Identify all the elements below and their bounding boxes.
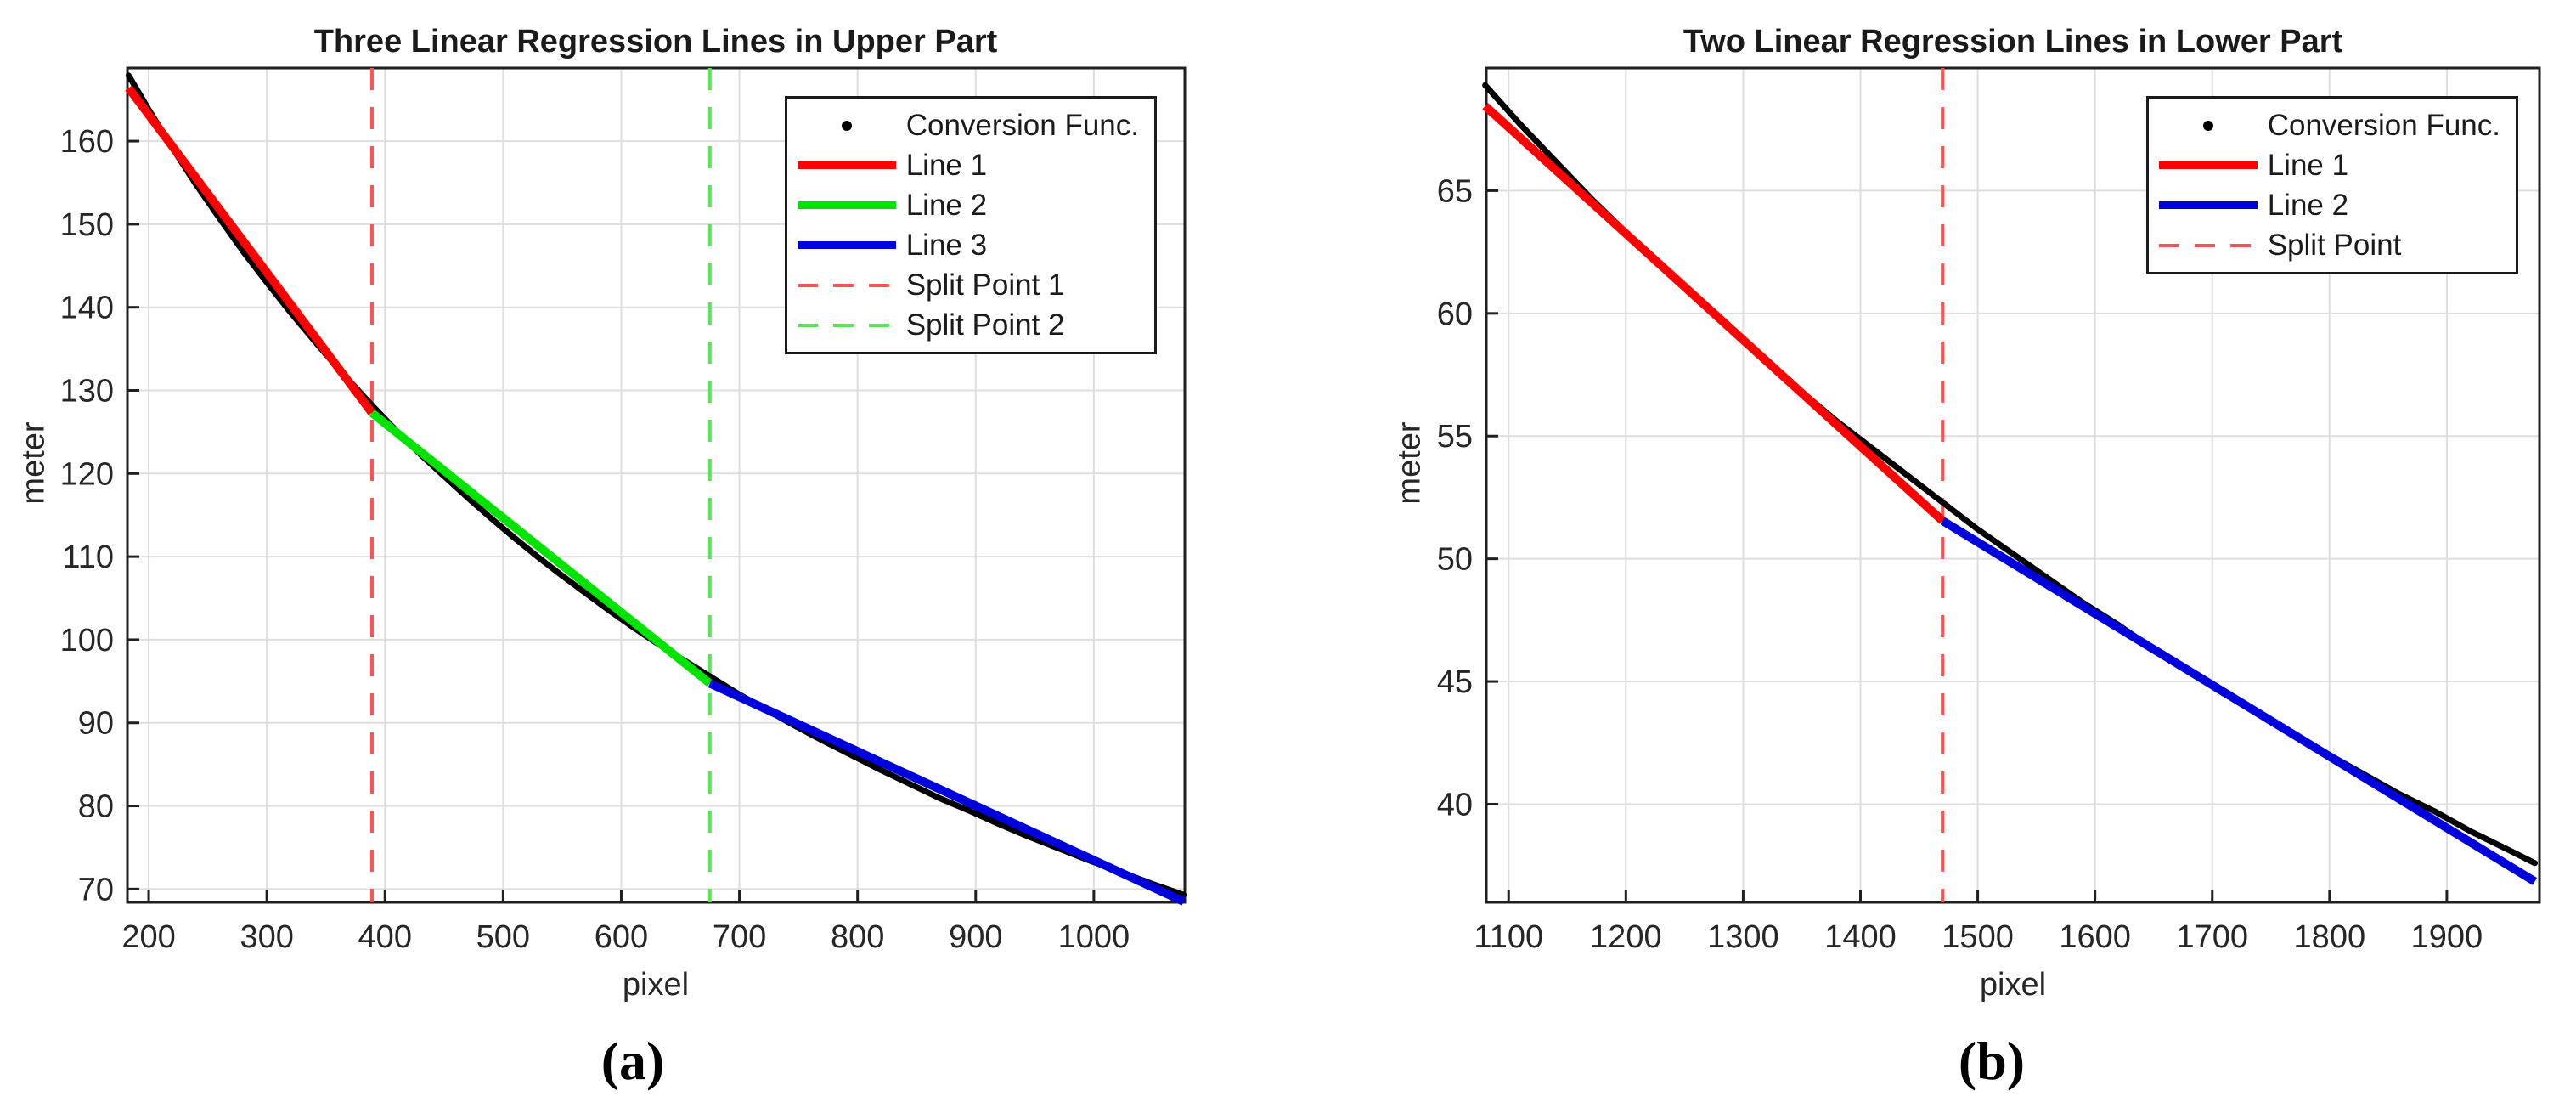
x-tick-label: 1000 [1058,919,1130,955]
legend-marker [797,241,896,249]
y-tick-label: 45 [1437,664,1473,700]
subfigure-a-caption: (a) [600,1031,665,1091]
legend-label: Split Point 1 [905,268,1065,302]
legend-row: Split Point [2158,225,2500,265]
legend-marker [2158,243,2258,247]
x-tick-label: 900 [949,919,1002,955]
chart-b-xaxis-label: pixel [1979,967,2047,1003]
legend-label: Line 1 [905,148,988,182]
legend-marker [841,120,852,131]
chart-b-yaxis-label: meter [1391,421,1428,505]
y-tick-label: 65 [1437,173,1473,209]
x-tick-label: 1900 [2411,919,2483,955]
regression-line-1 [1482,103,1946,524]
legend-dot-marker-icon [2159,120,2258,131]
y-tick-label: 55 [1437,419,1473,455]
legend-label: Conversion Func. [2267,108,2500,142]
y-tick-label: 70 [78,872,114,907]
legend-label: Line 1 [2267,148,2349,182]
x-tick-label: 1500 [1942,919,2014,955]
x-tick-label: 500 [476,919,530,955]
y-tick-label: 90 [78,706,114,742]
x-tick-label: 200 [121,919,175,955]
legend-dashed-line-icon [797,323,896,327]
x-tick-label: 700 [713,919,766,955]
legend-label: Conversion Func. [905,108,1139,142]
y-tick-label: 120 [60,456,114,492]
legend-marker [797,161,896,169]
legend-row: Conversion Func. [798,105,1139,145]
legend-row: Line 3 [797,225,1139,265]
x-tick-label: 800 [831,919,884,955]
y-tick-label: 80 [78,789,114,825]
legend-row: Conversion Func. [2159,105,2500,145]
legend-label: Split Point 2 [905,308,1065,342]
axes-box [1485,66,2541,904]
regression-line-2 [369,410,713,687]
y-tick-label: 50 [1437,542,1473,578]
chart-a-title: Three Linear Regression Lines in Upper P… [313,24,998,59]
chart-a-xaxis-label: pixel [622,967,690,1003]
legend-row: Split Point 1 [797,265,1139,305]
y-tick-label: 40 [1437,787,1473,822]
regression-line-1 [125,85,375,415]
y-tick-label: 110 [62,540,114,575]
subfigure-b-caption: (b) [1958,1031,2026,1091]
chart-b-title: Two Linear Regression Lines in Lower Par… [1683,24,2343,59]
x-tick-label: 1700 [2176,919,2248,955]
legend-label: Line 2 [905,188,988,222]
axes-box [126,66,1187,904]
y-tick-label: 100 [60,623,114,658]
x-tick-label: 1100 [1474,919,1543,955]
legend-marker [2202,120,2213,131]
legend-label: Split Point [2267,228,2402,262]
chart-b-legend: Conversion Func. Line 1 Line 2 Split Point [2145,96,2518,274]
legend-label: Line 2 [2267,188,2349,222]
x-tick-label: 1400 [1824,919,1897,955]
legend-marker [2158,201,2258,209]
legend-dot-marker-icon [798,120,896,131]
chart-a-legend: Conversion Func. Line 1 Line 2 Line 3 Split … [784,96,1157,354]
legend-solid-line-icon [797,201,896,209]
legend-row: Line 2 [797,185,1139,225]
legend-solid-line-icon [797,241,896,249]
legend-solid-line-icon [2158,201,2258,209]
legend-row: Line 2 [2158,185,2500,225]
legend-label: Line 3 [905,228,988,262]
x-tick-label: 1800 [2294,919,2366,955]
legend-dashed-line-icon [797,283,896,287]
y-tick-label: 130 [60,373,114,409]
x-tick-label: 400 [358,919,412,955]
x-tick-label: 600 [595,919,648,955]
legend-marker [797,283,896,287]
legend-row: Line 1 [797,145,1139,185]
chart-a-yaxis-label: meter [15,421,52,505]
conversion-curve [125,72,1187,898]
y-tick-label: 140 [60,291,114,326]
legend-marker [797,201,896,209]
legend-dashed-line-icon [2158,243,2258,247]
legend-solid-line-icon [2158,161,2258,169]
x-tick-label: 1300 [1707,919,1779,955]
y-tick-label: 60 [1437,297,1473,332]
regression-line-3 [707,679,1186,906]
x-tick-label: 1600 [2059,919,2131,955]
y-tick-label: 160 [60,124,114,160]
x-tick-label: 1200 [1590,919,1662,955]
legend-row: Line 1 [2158,145,2500,185]
legend-marker [2158,161,2258,169]
regression-line-2 [1940,517,2538,885]
y-tick-label: 150 [60,207,114,243]
legend-solid-line-icon [797,161,896,169]
legend-row: Split Point 2 [797,305,1139,345]
legend-marker [797,323,896,327]
x-tick-label: 300 [240,919,293,955]
